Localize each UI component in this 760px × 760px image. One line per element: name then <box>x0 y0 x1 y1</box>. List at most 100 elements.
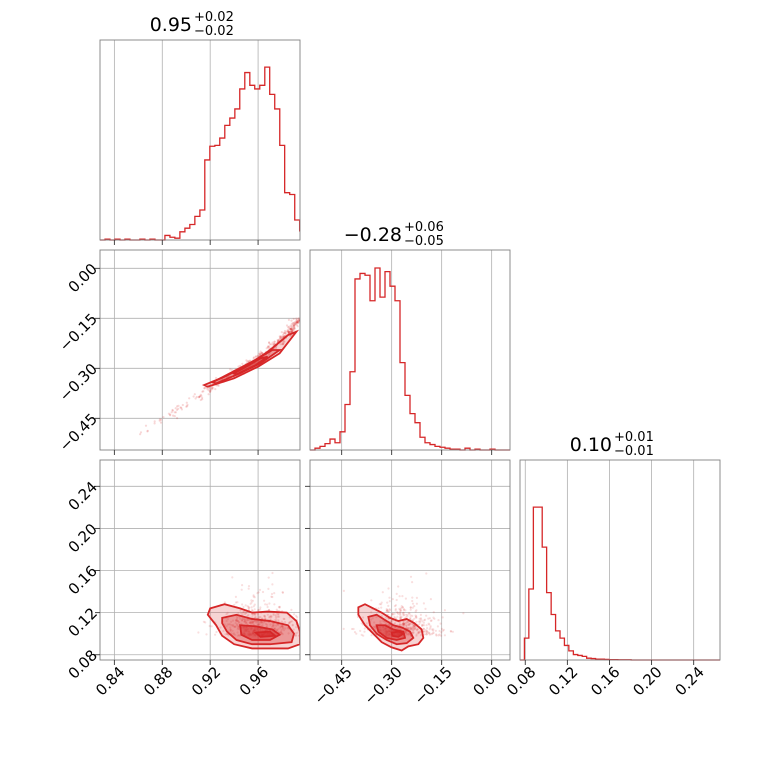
pair-0-2-sample-368 <box>249 620 252 623</box>
pair-0-2-sample-122 <box>232 623 235 627</box>
pair-1-2-sample-440 <box>397 585 400 588</box>
pair-1-2-sample-335 <box>413 624 416 627</box>
pair-1-2-sample-307 <box>427 617 430 620</box>
pair-0-2-sample-238 <box>268 602 271 605</box>
pair-0-1-sample-286 <box>199 398 202 402</box>
pair-0-1-sample-411 <box>279 335 283 338</box>
pair-1-2-sample-63 <box>413 617 416 620</box>
pair-0-2-sample-38 <box>197 631 200 634</box>
pair-1-2-sample-43 <box>400 615 403 619</box>
pair-1-2-sample-298 <box>390 619 393 622</box>
pair-0-1-sample-391 <box>194 397 197 400</box>
pair-0-1-sample-371 <box>283 329 287 333</box>
pair-1-2-sample-457 <box>394 604 397 607</box>
pair-1-2-sample-58 <box>393 626 397 629</box>
ytick-label-param2-4: 0.24 <box>65 478 101 514</box>
pair-1-2-sample-450 <box>391 613 394 616</box>
pair-0-2-sample-497 <box>254 615 257 619</box>
pair-1-2-sample-94 <box>400 607 403 610</box>
pair-0-1-sample-204 <box>162 416 165 419</box>
pair-0-1-sample-133 <box>239 364 242 367</box>
pair-0-2-sample-510 <box>321 631 323 633</box>
pair-1-2-sample-467 <box>423 619 426 622</box>
pair-1-2-sample-361 <box>427 622 430 625</box>
pair-0-2-sample-157 <box>236 634 239 637</box>
pair-0-2-sample-447 <box>245 611 248 614</box>
pair-1-2-sample-389 <box>375 615 378 619</box>
pair-0-2-sample-348 <box>222 629 225 633</box>
pair-0-2-sample-301 <box>252 620 255 623</box>
pair-0-1-sample-101 <box>214 388 217 391</box>
pair-0-1-sample-313 <box>289 330 292 334</box>
pair-0-1-sample-182 <box>174 411 177 414</box>
pair-0-2-sample-165 <box>286 627 289 630</box>
pair-0-1-sample-152 <box>181 403 184 407</box>
pair-0-2-sample-1 <box>252 594 255 597</box>
pair-1-2-sample-375 <box>413 625 416 628</box>
pair-0-2-sample-140 <box>250 621 253 624</box>
pair-1-2-sample-132 <box>381 591 384 594</box>
pair-0-2-sample-206 <box>234 625 237 628</box>
pair-0-2-sample-473 <box>295 626 298 629</box>
ytick-label-param2-3: 0.20 <box>65 520 101 556</box>
pair-0-1-sample-88 <box>173 411 176 414</box>
pair-1-2-sample-308 <box>429 626 432 629</box>
pair-1-2-sample-228 <box>437 634 440 637</box>
pair-0-1-sample-223 <box>171 408 174 412</box>
title-main-param-2: 0.10 <box>570 434 612 456</box>
pair-0-1-sample-209 <box>292 324 296 327</box>
pair-0-2-sample-334 <box>296 616 299 619</box>
pair-0-1-sample-48 <box>212 386 215 389</box>
pair-1-2-contour-0 <box>357 603 425 652</box>
pair-1-2-sample-305 <box>388 600 391 603</box>
pair-0-2-sample-253 <box>263 615 266 618</box>
pair-0-2-sample-10 <box>264 603 267 606</box>
pair-0-1-sample-348 <box>290 330 293 333</box>
pair-0-1-sample-194 <box>287 330 290 333</box>
pair-0-1-sample-266 <box>277 339 280 342</box>
pair-1-2-sample-14 <box>418 617 421 621</box>
pair-1-2-sample-445 <box>419 617 422 620</box>
pair-0-1-sample-308 <box>279 337 282 340</box>
pair-0-2-sample-426 <box>225 632 229 636</box>
pair-1-2-sample-2 <box>415 596 418 600</box>
pair-1-2-sample-169 <box>419 613 422 617</box>
pair-0-2-sample-59 <box>234 622 237 625</box>
pair-0-1-sample-211 <box>256 354 259 357</box>
pair-1-2-sample-360 <box>423 618 427 621</box>
pair-0-2-sample-462 <box>236 619 239 623</box>
pair-0-1-sample-189 <box>177 404 180 407</box>
pair-0-1-sample-361 <box>260 351 263 354</box>
pair-1-2-sample-91 <box>370 611 373 614</box>
title-param-2: 0.10 +0.01−0.01 <box>570 430 654 459</box>
pair-1-2-sample-52 <box>407 624 410 627</box>
pair-0-2-sample-384 <box>275 618 278 621</box>
pair-0-2-sample-37 <box>273 603 276 606</box>
pair-1-2-sample-330 <box>402 622 405 626</box>
pair-0-2-sample-507 <box>281 627 284 630</box>
pair-0-2-sample-90 <box>276 623 280 627</box>
ytick-label-param1-1: −0.30 <box>56 360 101 405</box>
pair-0-2-sample-397 <box>244 604 247 607</box>
pair-1-2-sample-485 <box>387 587 390 590</box>
pair-0-2-sample-309 <box>281 625 284 628</box>
pair-1-2-sample-193 <box>372 626 375 629</box>
pair-0-1-sample-347 <box>254 355 257 358</box>
pair-0-1-sample-164 <box>292 317 295 321</box>
pair-0-2-sample-360 <box>266 613 269 616</box>
pair-0-2-sample-427 <box>253 596 256 599</box>
pair-0-1-sample-212 <box>296 322 299 325</box>
pair-0-1-sample-37 <box>259 352 262 356</box>
pair-0-2-sample-339 <box>259 606 262 609</box>
pair-1-2-sample-405 <box>405 624 408 627</box>
pair-0-2-sample-163 <box>272 612 275 615</box>
pair-0-2-sample-269 <box>280 629 283 632</box>
pair-0-2-sample-64 <box>247 585 251 588</box>
pair-1-2-sample-21 <box>412 624 416 627</box>
pair-0-2-sample-358 <box>244 612 247 615</box>
pair-1-2-contour-3 <box>390 630 406 638</box>
pair-0-2-sample-213 <box>277 612 280 615</box>
pair-1-2-sample-154 <box>443 634 446 637</box>
pair-1-2-sample-145 <box>409 628 413 631</box>
xtick-label-param0-1: 0.88 <box>140 663 176 699</box>
